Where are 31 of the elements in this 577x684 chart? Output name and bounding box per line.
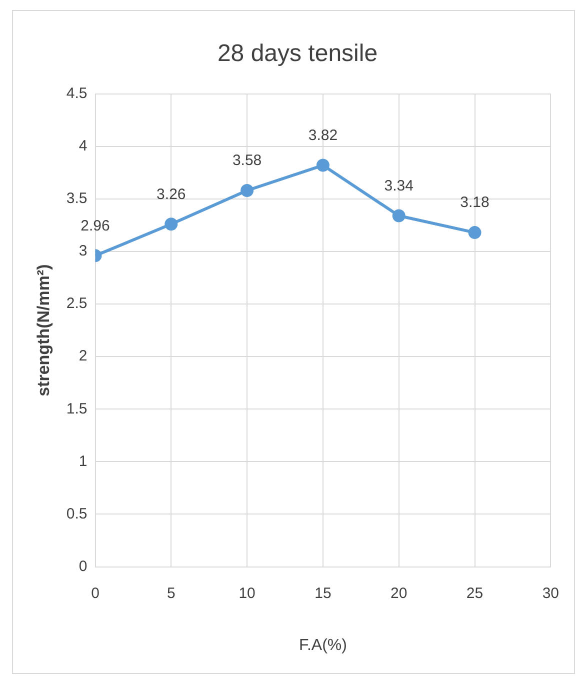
- y-tick-label: 0: [78, 558, 88, 575]
- y-tick-label: 4.5: [66, 84, 88, 102]
- x-tick-label: 30: [542, 584, 559, 602]
- y-tick-label: 2: [78, 348, 88, 365]
- x-axis-title: F.A(%): [298, 636, 347, 654]
- y-tick-label: 3.5: [66, 190, 88, 208]
- y-tick-label: 1.5: [66, 400, 88, 418]
- x-tick-label: 20: [390, 584, 408, 602]
- data-label: 3.26: [156, 186, 186, 203]
- point: [164, 218, 178, 231]
- y-axis-title: strength(N/mm²): [34, 264, 53, 396]
- point: [392, 209, 406, 222]
- y-tick-label: 0.5: [66, 505, 88, 522]
- y-tick-label: 2.5: [66, 295, 88, 312]
- point: [468, 226, 482, 240]
- data-label: 3.34: [384, 177, 414, 194]
- data-label: 3.18: [460, 194, 490, 212]
- y-tick-label: 4: [78, 137, 88, 154]
- x-tick-label: 15: [314, 584, 332, 602]
- x-tick-label: 5: [166, 584, 176, 602]
- chart-title: 28 days tensile: [217, 40, 378, 68]
- y-tick-label: 1: [78, 452, 88, 470]
- point: [240, 184, 254, 197]
- x-tick-label: 25: [466, 584, 484, 602]
- data-label: 2.96: [80, 217, 110, 234]
- point: [316, 158, 330, 172]
- y-tick-label: 3: [78, 242, 88, 260]
- x-tick-label: 10: [238, 584, 256, 602]
- data-label: 3.58: [232, 152, 262, 170]
- x-tick-label: 0: [91, 584, 100, 602]
- data-label: 3.82: [308, 126, 338, 144]
